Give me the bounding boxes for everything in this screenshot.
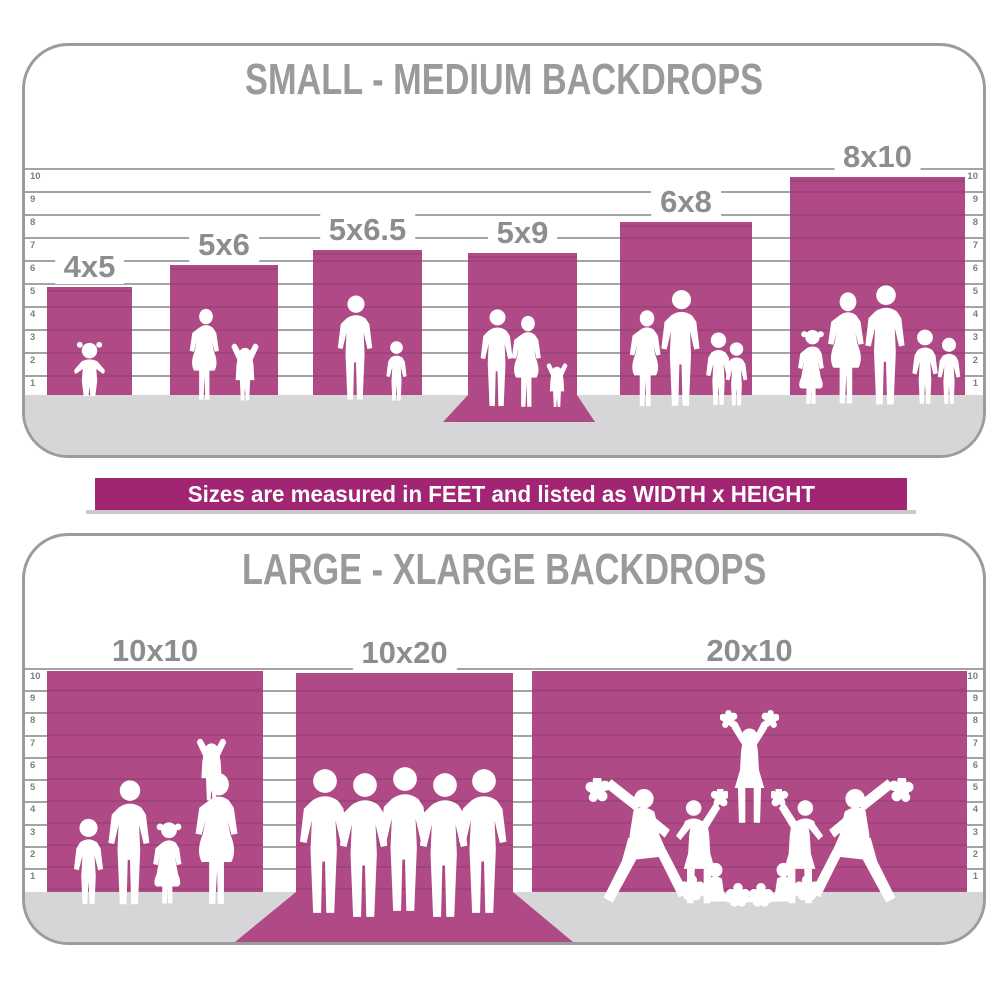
backdrop-grid-stripes — [313, 250, 422, 395]
scale-number-left: 10 — [30, 671, 41, 682]
backdrop-6x8: 6x8 — [620, 186, 752, 407]
backdrop-5x9-floor-sweep — [443, 395, 595, 422]
scale-number-left: 5 — [30, 782, 36, 793]
backdrop-5x6-5: 5x6.5 — [313, 214, 422, 401]
backdrop-size-label: 20x10 — [697, 635, 802, 668]
scale-number-left: 8 — [30, 715, 36, 726]
backdrop-size-label: 5x6 — [189, 229, 259, 262]
scale-number-right: 9 — [972, 194, 978, 205]
backdrop-5x9: 5x9 — [468, 217, 577, 407]
scale-number-right: 4 — [972, 804, 978, 815]
measurement-note-text: Sizes are measured in FEET and listed as… — [187, 481, 815, 507]
scale-number-right: 3 — [972, 827, 978, 838]
backdrop-size-label: 5x9 — [487, 217, 558, 250]
small-medium-panel: SMALL - MEDIUM BACKDROPS 10 10 9 9 8 8 7 7 6 6 5 5 4… — [22, 43, 986, 458]
scale-number-left: 9 — [30, 194, 36, 205]
scale-number-left: 3 — [30, 827, 36, 838]
scale-number-right: 10 — [967, 671, 978, 682]
scale-number-right: 3 — [972, 332, 978, 343]
backdrop-8x10: 8x10 — [790, 141, 965, 405]
gridline — [25, 168, 983, 170]
scale-number-right: 7 — [972, 240, 978, 251]
scale-number-left: 7 — [30, 240, 36, 251]
backdrop-size-label: 10x20 — [352, 637, 457, 670]
large-xlarge-title: LARGE - XLARGE BACKDROPS — [241, 545, 767, 594]
backdrop-grid-stripes — [296, 673, 513, 892]
gridline — [25, 191, 983, 193]
scale-number-right: 6 — [972, 760, 978, 771]
large-xlarge-panel: LARGE - XLARGE BACKDROPS 10 10 9 9 8 8 7 7 6 6 5 5 4… — [22, 533, 986, 945]
scale-number-left: 5 — [30, 286, 36, 297]
scale-number-left: 1 — [30, 871, 36, 882]
scale-number-left: 4 — [30, 309, 36, 320]
scale-number-right: 4 — [972, 309, 978, 320]
scale-number-left: 7 — [30, 738, 36, 749]
scale-number-left: 1 — [30, 378, 36, 389]
backdrop-size-label: 5x6.5 — [319, 214, 416, 247]
scale-number-left: 8 — [30, 217, 36, 228]
scale-number-left: 2 — [30, 355, 36, 366]
scale-number-right: 1 — [972, 871, 978, 882]
banner-shadow — [86, 510, 916, 514]
scale-number-right: 5 — [972, 782, 978, 793]
gridline — [25, 214, 983, 216]
scale-number-left: 9 — [30, 693, 36, 704]
scale-number-right: 2 — [972, 849, 978, 860]
scale-number-right: 6 — [972, 263, 978, 274]
scale-number-right: 8 — [972, 217, 978, 228]
backdrop-grid-stripes — [532, 671, 967, 892]
scale-number-right: 8 — [972, 715, 978, 726]
backdrop-grid-stripes — [468, 253, 577, 395]
gridline — [25, 668, 983, 670]
scale-number-right: 1 — [972, 378, 978, 389]
backdrop-5x6: 5x6 — [170, 229, 278, 401]
scale-number-left: 4 — [30, 804, 36, 815]
backdrop-10x10: 10x10 — [47, 635, 263, 905]
scale-number-right: 9 — [972, 693, 978, 704]
scale-number-right: 10 — [967, 171, 978, 182]
scale-number-left: 3 — [30, 332, 36, 343]
backdrop-size-label: 6x8 — [651, 186, 721, 219]
backdrop-20x10: 20x10 — [532, 635, 967, 907]
backdrop-size-label: 8x10 — [834, 141, 921, 174]
scale-number-left: 6 — [30, 263, 36, 274]
small-medium-title: SMALL - MEDIUM BACKDROPS — [245, 55, 763, 104]
backdrop-grid-stripes — [47, 671, 263, 892]
scale-number-right: 2 — [972, 355, 978, 366]
scale-number-left: 6 — [30, 760, 36, 771]
backdrop-grid-stripes — [47, 287, 132, 395]
scale-number-left: 2 — [30, 849, 36, 860]
scale-number-right: 5 — [972, 286, 978, 297]
measurement-note-banner: Sizes are measured in FEET and listed as… — [95, 478, 907, 510]
backdrop-4x5: 4x5 — [47, 251, 132, 397]
scale-number-left: 10 — [30, 171, 41, 182]
backdrop-grid-stripes — [620, 222, 752, 395]
backdrop-10x20: 10x20 — [296, 637, 513, 917]
backdrop-grid-stripes — [790, 177, 965, 395]
scale-number-right: 7 — [972, 738, 978, 749]
backdrop-size-label: 4x5 — [54, 251, 125, 284]
backdrop-grid-stripes — [170, 265, 278, 395]
backdrop-size-label: 10x10 — [102, 635, 208, 668]
